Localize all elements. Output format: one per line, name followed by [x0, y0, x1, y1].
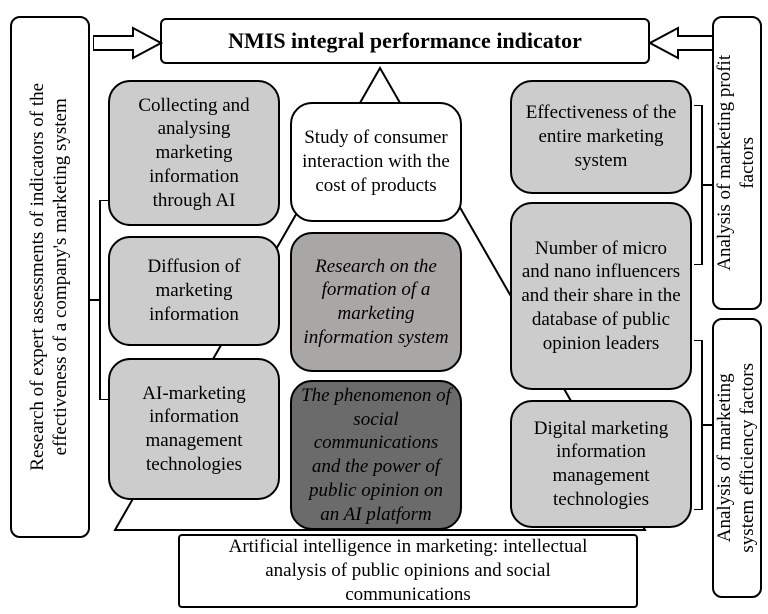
bottom-box: Artificial intelligence in marketing: in…	[178, 534, 638, 608]
side-label-right-top: Analysis of marketing profit factors	[712, 16, 762, 310]
side-label-right-bot-text: Analysis of marketing system efficiency …	[714, 363, 760, 553]
side-label-left: Research of expert assessments of indica…	[10, 16, 90, 538]
cell-right-bot-text: Digital marketing information management…	[520, 417, 682, 512]
side-label-left-text: Research of expert assessments of indica…	[27, 83, 73, 471]
bracket-right-bot	[694, 340, 712, 510]
cell-right-mid-text: Number of micro and nano influencers and…	[520, 237, 682, 356]
bracket-right-top	[694, 105, 712, 265]
title-text: NMIS integral performance indicator	[228, 27, 582, 55]
cell-center-bot: The phenomenon of social communications …	[290, 380, 462, 530]
cell-right-top: Effectiveness of the entire marketing sy…	[510, 80, 692, 194]
cell-center-mid-text: Research on the formation of a marketing…	[300, 255, 452, 350]
cell-left-bot-text: AI-marketing information management tech…	[118, 382, 270, 477]
arrow-right-into-title	[648, 26, 718, 60]
cell-right-top-text: Effectiveness of the entire marketing sy…	[520, 101, 682, 172]
bracket-left	[90, 200, 110, 400]
cell-left-mid-text: Diffusion of marketing information	[118, 255, 270, 326]
cell-right-mid: Number of micro and nano influencers and…	[510, 202, 692, 390]
side-label-right-bot: Analysis of marketing system efficiency …	[712, 318, 762, 598]
bottom-text: Artificial intelligence in marketing: in…	[229, 535, 588, 606]
cell-left-mid: Diffusion of marketing information	[108, 236, 280, 346]
cell-center-top: Study of consumer interaction with the c…	[290, 102, 462, 222]
arrow-left-into-title	[93, 26, 163, 60]
cell-center-bot-text: The phenomenon of social communications …	[300, 384, 452, 527]
cell-left-bot: AI-marketing information management tech…	[108, 358, 280, 500]
title-box: NMIS integral performance indicator	[160, 18, 650, 64]
side-label-right-top-text: Analysis of marketing profit factors	[714, 55, 760, 271]
cell-center-mid: Research on the formation of a marketing…	[290, 232, 462, 372]
cell-center-top-text: Study of consumer interaction with the c…	[300, 126, 452, 197]
cell-left-top-text: Collecting and analysing marketing infor…	[118, 94, 270, 213]
cell-left-top: Collecting and analysing marketing infor…	[108, 80, 280, 226]
cell-right-bot: Digital marketing information management…	[510, 400, 692, 528]
